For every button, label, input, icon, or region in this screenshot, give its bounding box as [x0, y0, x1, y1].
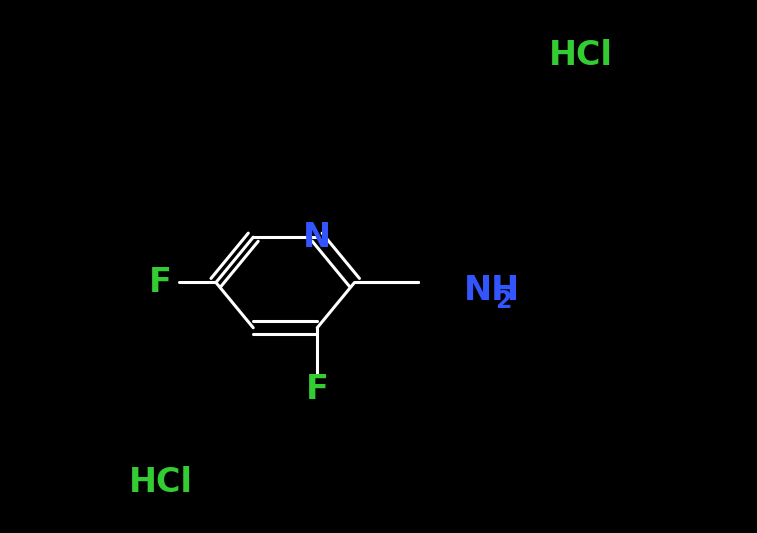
Text: HCl: HCl	[549, 39, 613, 72]
Text: F: F	[306, 373, 329, 406]
Text: HCl: HCl	[129, 466, 193, 499]
Text: NH: NH	[464, 274, 520, 307]
Text: 2: 2	[494, 289, 511, 313]
Text: N: N	[303, 221, 332, 254]
Text: F: F	[148, 266, 171, 299]
